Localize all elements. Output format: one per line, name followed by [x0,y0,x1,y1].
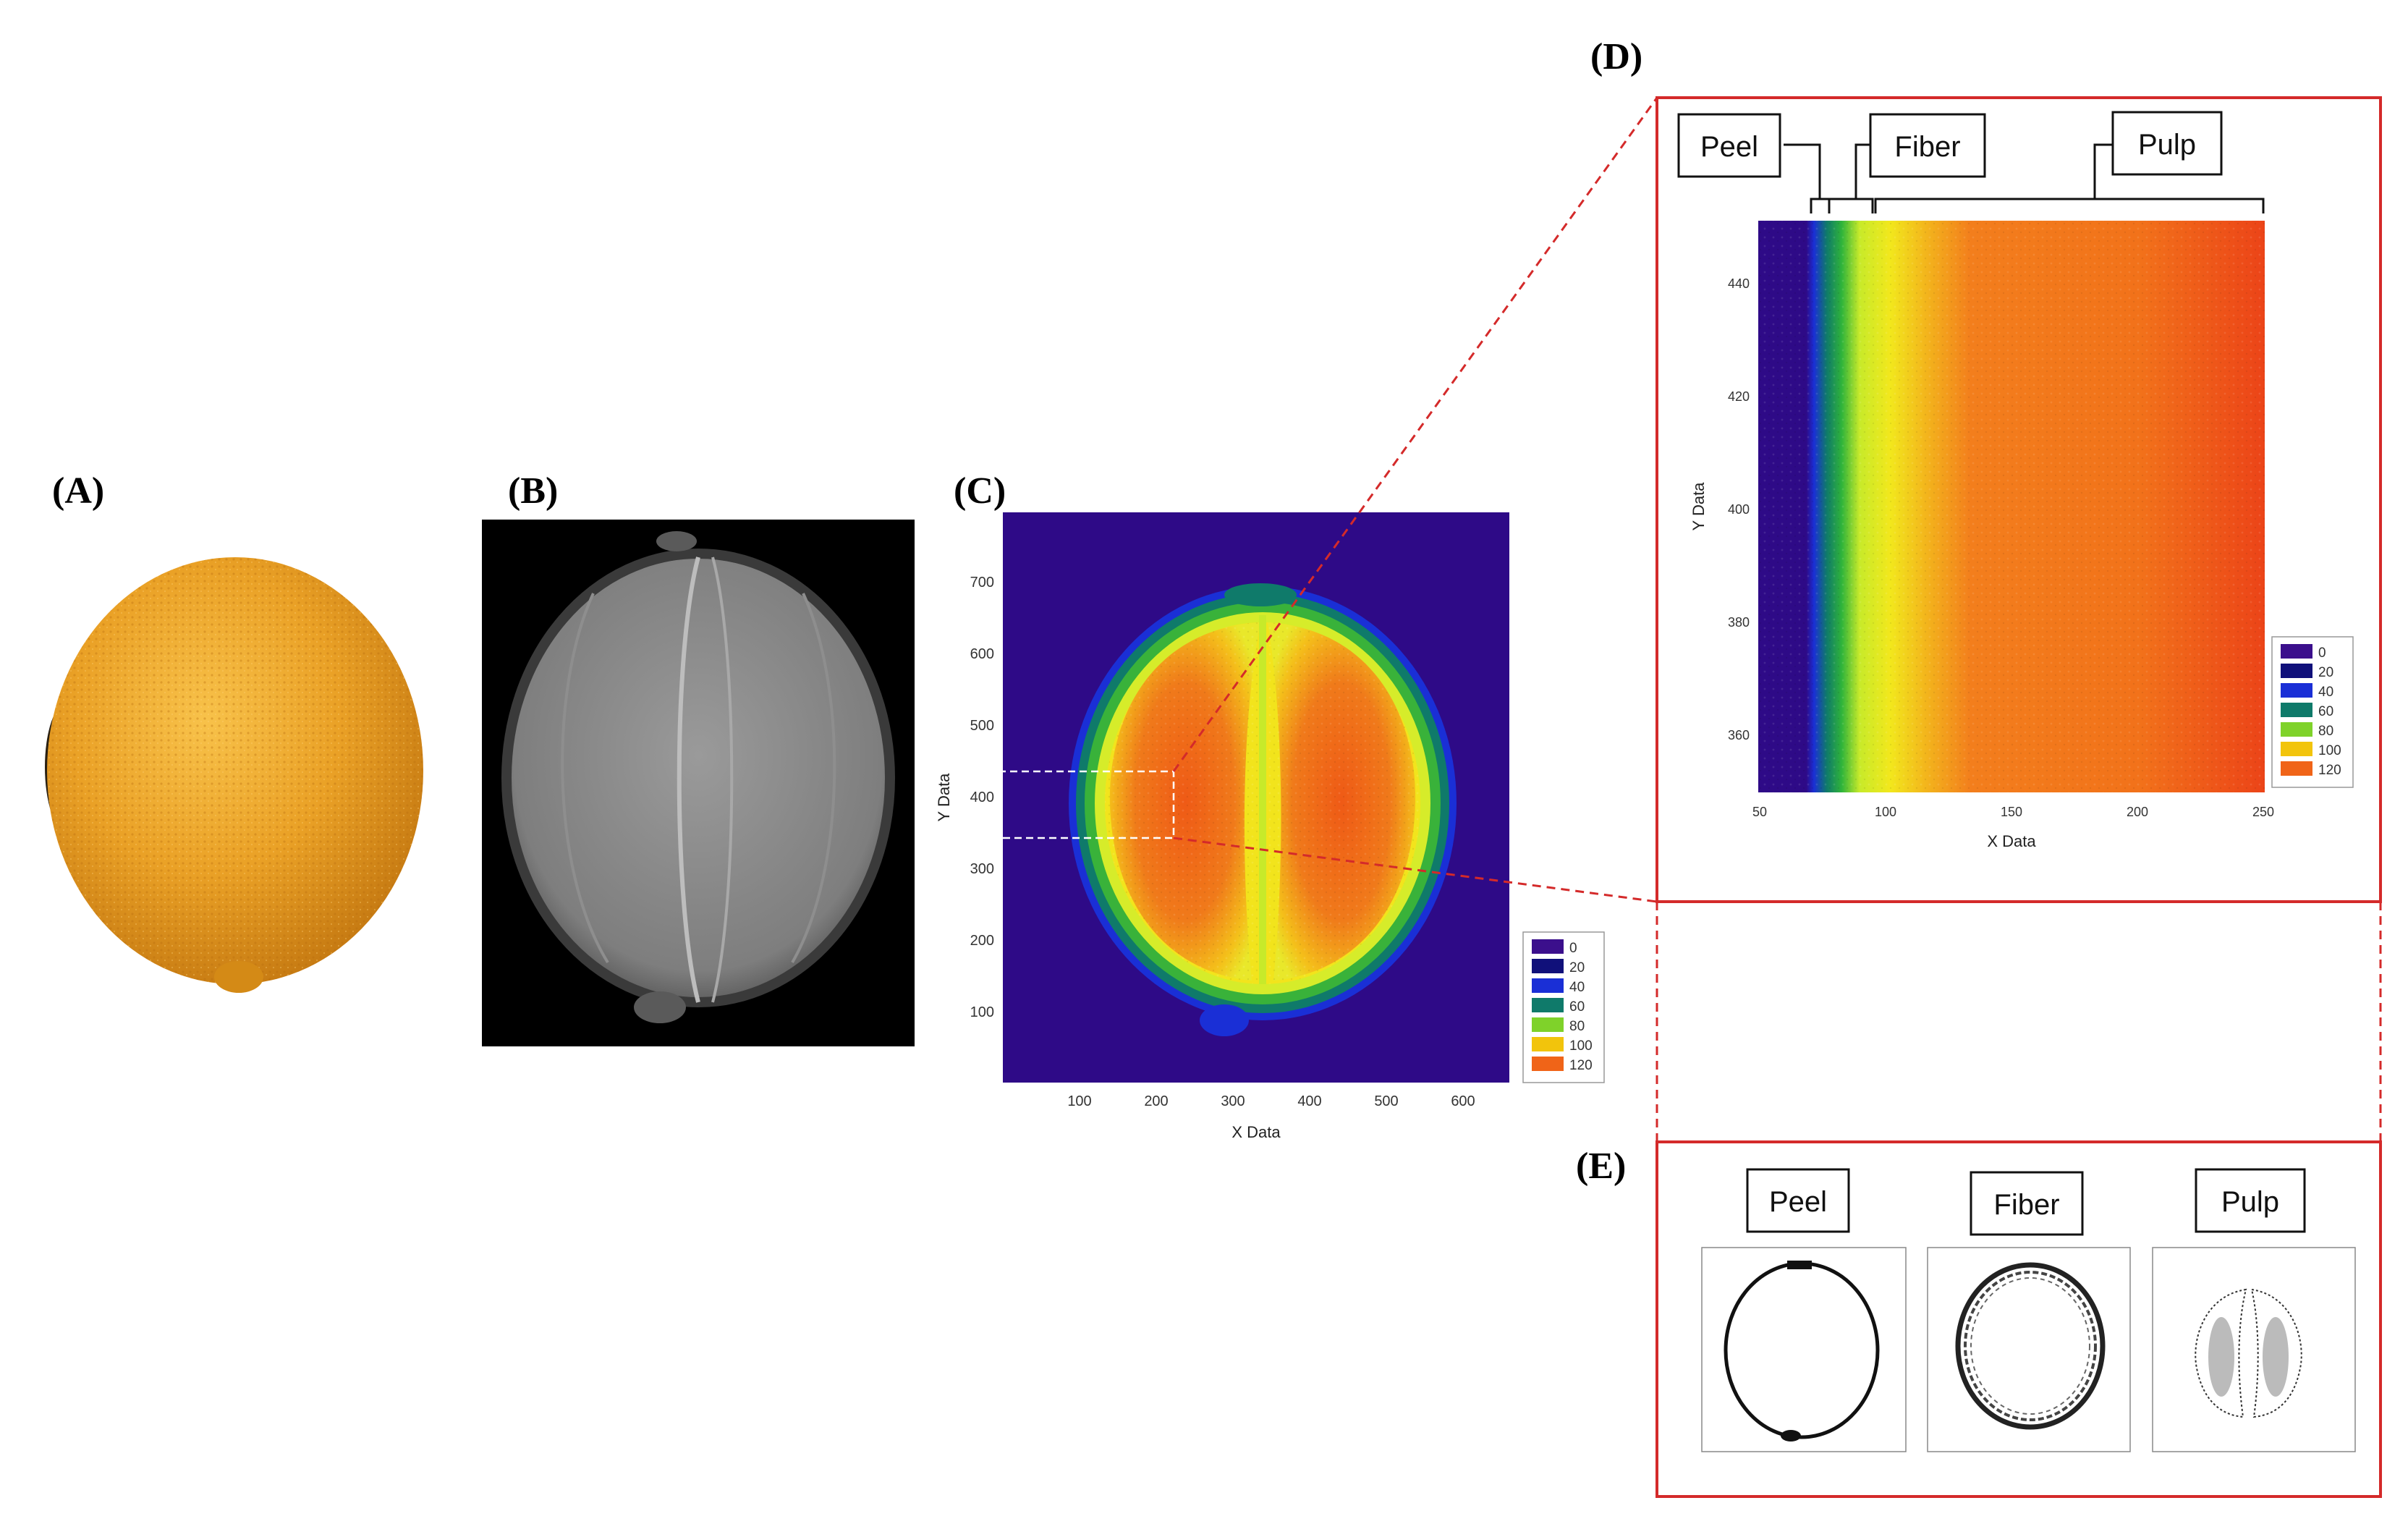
legend-swatch [2281,722,2312,737]
d-x-tick: 50 [1752,805,1767,819]
legend-swatch [2281,761,2312,776]
legend-label: 100 [1569,1038,1593,1054]
legend-swatch [2281,703,2312,717]
d-x-tick: 150 [2001,805,2022,819]
c-y-axis-title: Y Data [935,773,953,822]
d-y-tick: 400 [1728,502,1750,517]
c-y-tick: 300 [970,861,994,877]
region-box-pulp [2111,111,2223,176]
d-y-tick: 380 [1728,615,1750,630]
seg-plot-fiber [1927,1247,2131,1452]
region-label-peel: Peel [1700,131,1758,163]
d-x-axis-title: X Data [1987,832,2036,850]
c-x-tick: 600 [1451,1093,1475,1109]
selection-box [962,770,1175,839]
seg-plot-pulp [2152,1247,2356,1452]
region-label-fiber: Fiber [1894,131,1960,163]
legend-swatch [2281,683,2312,698]
c-y-tick: 500 [970,718,994,734]
seg-box-fiber [1970,1171,2084,1236]
legend-label: 20 [2318,665,2333,680]
legend-label: 20 [1569,960,1585,975]
region-label-pulp: Pulp [2138,129,2196,161]
legend-label: 100 [2318,743,2341,758]
panel-c-heatmap: 100 200 300 400 500 600 X Data 100 200 3… [935,512,1605,1141]
d-y-axis-title: Y Data [1690,482,1708,531]
d-y-tick: 420 [1728,389,1750,404]
panel-e-segmentation: Peel Fiber Pulp [1656,1140,2382,1498]
c-y-tick: 200 [970,933,994,949]
legend-swatch [2281,742,2312,756]
d-x-tick: 100 [1875,805,1896,819]
legend-swatch [1532,998,1564,1012]
panel-label-c: (C) [954,470,1006,512]
legend-swatch [1532,959,1564,973]
legend-swatch [2281,664,2312,678]
seg-label-peel: Peel [1769,1186,1827,1218]
orange-fruit-photo [45,557,423,993]
panel-c-legend: 0 20 40 60 80 100 120 [1522,931,1605,1083]
c-y-tick: 600 [970,646,994,662]
c-x-tick: 100 [1067,1093,1091,1109]
d-x-tick: 200 [2127,805,2148,819]
legend-swatch [1532,1017,1564,1032]
seg-box-peel [1746,1168,1850,1233]
zoom-connectors [1172,97,2382,1142]
legend-label: 80 [1569,1019,1585,1034]
region-box-peel [1677,113,1781,178]
legend-swatch [1532,939,1564,954]
legend-label: 80 [2318,724,2333,739]
panel-label-e: (E) [1576,1146,1626,1187]
seg-label-pulp: Pulp [2221,1186,2279,1218]
legend-label: 0 [2318,645,2326,661]
d-y-tick: 440 [1728,276,1750,291]
c-x-tick: 500 [1374,1093,1398,1109]
xray-image [482,520,915,1046]
seg-box-pulp [2195,1168,2306,1233]
legend-label: 0 [1569,941,1577,956]
c-x-tick: 400 [1297,1093,1321,1109]
legend-swatch [1532,1057,1564,1071]
legend-label: 120 [1569,1058,1593,1073]
legend-swatch [1532,1037,1564,1051]
legend-label: 60 [2318,704,2333,719]
panel-label-b: (B) [508,470,558,512]
c-y-tick: 100 [970,1004,994,1020]
legend-label: 120 [2318,763,2341,778]
legend-label: 40 [2318,685,2333,700]
panel-d-zoom: Peel Fiber Pulp 50 100 150 200 250 X Dat… [1656,96,2382,903]
legend-label: 60 [1569,999,1585,1015]
panel-d-x-axis: 50 100 150 200 250 X Data [1752,805,2274,850]
c-x-tick: 300 [1221,1093,1245,1109]
seg-plot-peel [1701,1247,1907,1452]
panel-label-d: (D) [1590,36,1642,77]
panel-c-x-axis: 100 200 300 400 500 600 X Data [1067,1093,1475,1141]
c-y-tick: 700 [970,575,994,590]
seg-label-fiber: Fiber [1993,1189,2059,1221]
d-x-tick: 250 [2252,805,2274,819]
panel-c-y-axis: 100 200 300 400 500 600 700 Y Data [935,575,994,1020]
region-box-fiber [1869,113,1986,178]
c-x-tick: 200 [1144,1093,1168,1109]
legend-label: 40 [1569,980,1585,995]
panel-label-a: (A) [52,470,104,512]
region-brackets [1784,143,2265,213]
panel-d-legend: 0 20 40 60 80 100 120 [2271,636,2354,788]
c-y-tick: 400 [970,789,994,805]
c-x-axis-title: X Data [1231,1123,1281,1141]
panel-d-y-axis: 360 380 400 420 440 Y Data [1690,276,1750,742]
legend-swatch [1532,978,1564,993]
d-y-tick: 360 [1728,728,1750,742]
legend-swatch [2281,644,2312,659]
